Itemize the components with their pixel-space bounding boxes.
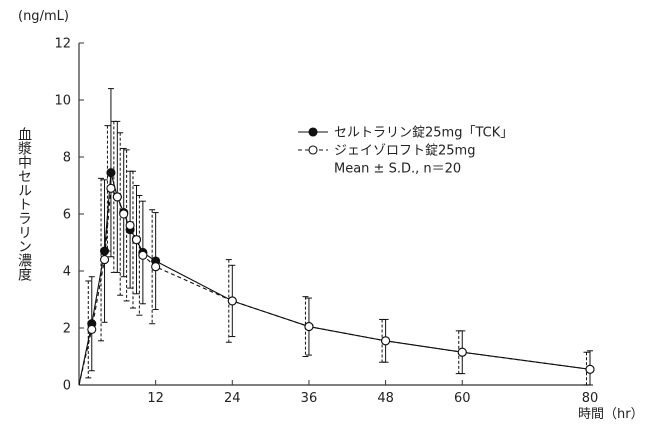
- legend-label: セルトラリン錠25mg「TCK」: [334, 126, 513, 141]
- legend-swatch-marker: [308, 127, 318, 137]
- data-point: [381, 336, 391, 346]
- x-tick-label: 48: [377, 391, 394, 406]
- y-tick-label: 2: [63, 322, 71, 337]
- data-point: [106, 183, 116, 193]
- data-point: [119, 209, 129, 219]
- data-point: [151, 262, 161, 272]
- data-point: [87, 324, 97, 334]
- y-tick-label: 4: [63, 265, 71, 280]
- data-point: [131, 235, 142, 245]
- x-axis-title: 時間（hr）: [578, 407, 644, 422]
- data-point: [112, 192, 122, 202]
- legend: セルトラリン錠25mg「TCK」ジェイゾロフト錠25mg Mean ± S.D.,…: [298, 126, 513, 177]
- legend-label: ジェイゾロフト錠25mg: [334, 144, 475, 159]
- y-tick-label: 8: [63, 151, 71, 166]
- y-tick-label: 6: [63, 208, 71, 223]
- error-bar: [136, 194, 143, 316]
- series-line: [78, 186, 591, 386]
- data-point: [100, 255, 110, 265]
- error-bar: [302, 296, 309, 357]
- x-tick-label: 36: [301, 391, 318, 406]
- data-point: [138, 250, 148, 260]
- legend-item-2: ジェイゾロフト錠25mg: [298, 144, 475, 159]
- error-bar: [129, 170, 136, 309]
- x-tick-label: 24: [224, 391, 241, 406]
- y-tick-label: 0: [63, 379, 71, 394]
- data-point: [304, 322, 314, 332]
- error-bar: [85, 280, 92, 379]
- x-tick-label: 80: [582, 391, 599, 406]
- legend-swatch-marker: [308, 145, 318, 155]
- data-point: [585, 364, 595, 374]
- x-tick-label: 60: [454, 391, 471, 406]
- data-point: [125, 220, 135, 230]
- legend-item-1: セルトラリン錠25mg「TCK」: [298, 126, 513, 141]
- data-point: [457, 347, 467, 357]
- y-tick-label: 12: [54, 37, 71, 52]
- series-2: [78, 120, 595, 386]
- legend-note: Mean ± S.D., n＝20: [334, 162, 461, 177]
- y-unit-label: (ng/mL): [18, 9, 69, 24]
- y-axis-title: 血漿中セルトラリン濃度: [16, 127, 32, 281]
- y-tick-label: 10: [54, 94, 71, 109]
- data-point: [227, 296, 237, 306]
- x-tick-label: 12: [147, 391, 164, 406]
